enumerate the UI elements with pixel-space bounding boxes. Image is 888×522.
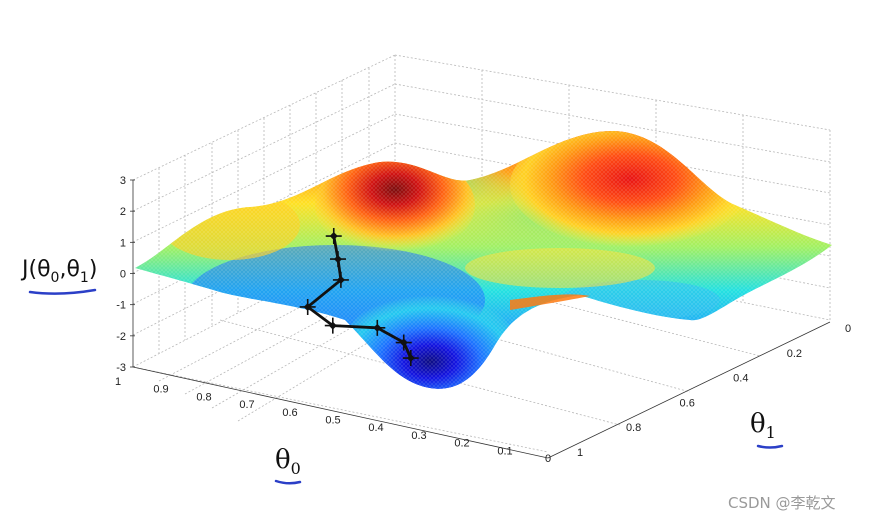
theta0-tick-label: 0.3 (411, 430, 426, 442)
theta0-tick-label: 0.2 (454, 438, 469, 450)
z-tick-label: -1 (116, 300, 126, 312)
theta0-tick-label: 0.1 (497, 445, 512, 457)
descent-step-marker (402, 350, 419, 367)
descent-step-marker (324, 317, 341, 334)
theta0-axis-line (132, 366, 549, 459)
descent-step-marker (325, 228, 342, 245)
theta0-tick-label: 0.9 (153, 384, 168, 396)
theta1-axis-ticks: 0 0.2 0.4 0.6 0.8 1 (547, 321, 851, 459)
theta0-tick-label: 0.6 (282, 407, 297, 419)
watermark: CSDN @李乾文 (728, 494, 836, 512)
z-tick-label: 1 (120, 237, 126, 249)
theta0-axis-label: θ0 (274, 445, 302, 485)
descent-step-marker (332, 271, 349, 288)
z-tick-label: 0 (120, 269, 126, 281)
theta0-tick-label: 1 (115, 376, 121, 388)
z-axis-label: J(θ0,θ1) (20, 257, 97, 295)
theta1-axis-line (547, 321, 831, 459)
descent-step-marker (299, 298, 316, 315)
theta0-tick-label: 0.5 (325, 415, 340, 427)
theta0-tick-label: 0.7 (239, 399, 254, 411)
z-axis-ticks: 3 2 1 0 -1 -2 -3 (116, 175, 135, 374)
svg-text:θ1: θ1 (750, 409, 776, 442)
theta1-tick-label: 0.2 (787, 348, 802, 360)
theta1-tick-label: 0.8 (626, 422, 641, 434)
z-tick-label: 2 (120, 206, 126, 218)
descent-step-marker (395, 334, 412, 351)
theta1-axis-label: θ1 (750, 409, 784, 449)
z-tick-label: 3 (120, 175, 126, 187)
theta1-tick-label: 1 (577, 447, 583, 459)
descent-step-marker (369, 319, 386, 336)
theta1-tick-label: 0.4 (733, 373, 748, 385)
theta0-axis-ticks: 1 0.9 0.8 0.7 0.6 0.5 0.4 0.3 0.2 0.1 0 (115, 366, 551, 465)
cost-surface (135, 130, 832, 389)
theta0-tick-label: 0.4 (368, 422, 383, 434)
z-tick-label: -3 (116, 362, 126, 374)
svg-text:θ0: θ0 (275, 445, 301, 478)
theta1-tick-label: 0.6 (680, 397, 695, 409)
theta1-tick-label: 0 (845, 323, 851, 335)
z-tick-label: -2 (116, 331, 126, 343)
theta0-tick-label: 0 (545, 453, 551, 465)
svg-text:J(θ0,θ1): J(θ0,θ1) (20, 257, 97, 286)
theta0-tick-label: 0.8 (196, 391, 211, 403)
descent-step-marker (330, 251, 346, 268)
descent-path (299, 228, 419, 367)
